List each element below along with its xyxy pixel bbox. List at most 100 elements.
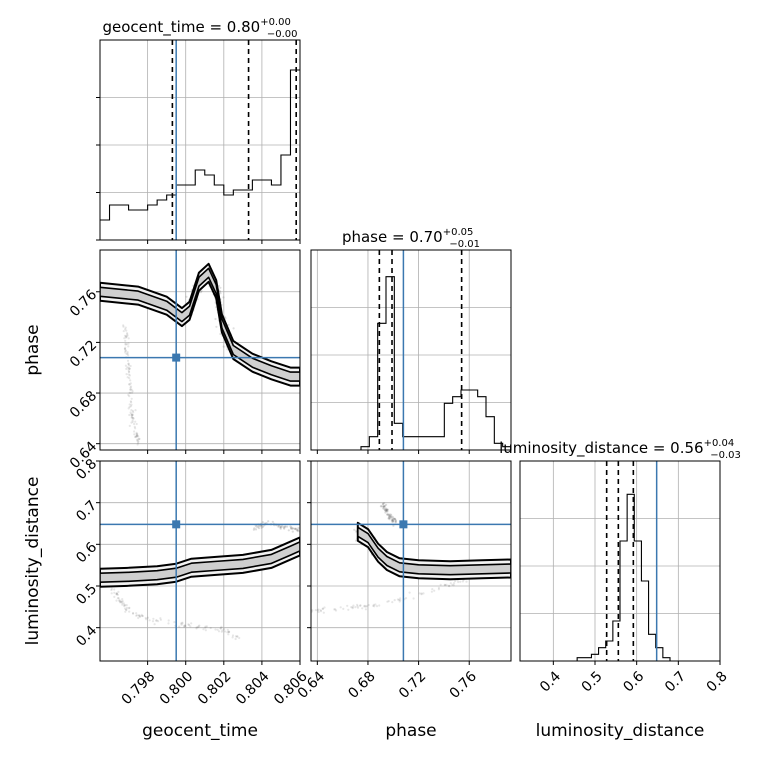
sample-point bbox=[372, 603, 375, 606]
sample-point bbox=[317, 608, 320, 611]
sample-point bbox=[322, 611, 325, 614]
sample-point bbox=[156, 620, 160, 623]
sample-point bbox=[384, 511, 387, 514]
sample-point bbox=[135, 431, 138, 434]
sample-point bbox=[185, 295, 188, 298]
sample-point bbox=[128, 413, 131, 417]
sample-point bbox=[141, 614, 144, 618]
hist-panel-luminosity_distance: 0.4 0.5 0.6 0.7 0.8 bbox=[519, 460, 731, 695]
sample-point bbox=[130, 415, 134, 418]
y-tick-label-1: 0.68 bbox=[67, 388, 100, 421]
sample-point bbox=[383, 505, 386, 508]
sample-point bbox=[129, 388, 132, 391]
hist-bin bbox=[469, 390, 477, 450]
sample-point bbox=[132, 417, 135, 420]
sample-point bbox=[451, 583, 454, 586]
sample-point bbox=[97, 579, 99, 581]
sample-point bbox=[130, 412, 133, 415]
contour-inner bbox=[100, 541, 300, 583]
sample-point bbox=[125, 608, 128, 611]
sample-point bbox=[124, 343, 127, 346]
sample-point bbox=[128, 377, 131, 380]
sample-point bbox=[127, 354, 130, 357]
sample-point bbox=[129, 385, 133, 388]
sample-point bbox=[217, 284, 220, 287]
sample-point bbox=[303, 549, 305, 551]
sample-point bbox=[131, 419, 134, 422]
x-tick-label-0: 0.798 bbox=[119, 668, 159, 708]
sample-point bbox=[443, 583, 446, 587]
sample-point bbox=[128, 395, 131, 398]
sample-point bbox=[136, 434, 139, 437]
sample-point bbox=[123, 604, 126, 607]
sample-point bbox=[115, 592, 118, 595]
sample-point bbox=[281, 525, 284, 528]
sample-point bbox=[386, 513, 389, 516]
sample-point bbox=[128, 391, 131, 394]
hist-bin bbox=[419, 437, 427, 450]
sample-point bbox=[121, 598, 124, 601]
sample-point bbox=[381, 503, 384, 506]
hist-bin bbox=[157, 200, 167, 240]
sample-point bbox=[153, 623, 156, 626]
hist-bin bbox=[620, 541, 627, 661]
sample-point bbox=[124, 349, 128, 352]
sample-point bbox=[136, 443, 139, 446]
sample-point bbox=[297, 527, 300, 530]
sample-point bbox=[128, 610, 131, 613]
sample-point bbox=[452, 584, 455, 587]
sample-point bbox=[133, 433, 136, 436]
sample-point bbox=[300, 376, 302, 378]
hist-bin bbox=[486, 417, 494, 450]
sample-point bbox=[184, 625, 187, 628]
sample-point bbox=[126, 366, 129, 369]
hist-bin bbox=[224, 195, 234, 240]
sample-point bbox=[420, 592, 423, 595]
sample-point bbox=[96, 579, 98, 581]
hist-bin bbox=[591, 654, 598, 661]
sample-point bbox=[321, 607, 325, 610]
sample-point bbox=[389, 513, 392, 516]
sample-point bbox=[404, 597, 408, 600]
sample-point bbox=[125, 352, 128, 355]
y-tick-label-1: 0.5 bbox=[73, 581, 100, 608]
sample-point bbox=[334, 609, 338, 612]
sample-point bbox=[465, 580, 468, 583]
scatter-panel-luminosity_distance_vs_phase: 0.64 0.68 0.72 0.76 bbox=[295, 460, 512, 702]
sample-point bbox=[350, 606, 353, 609]
hist-bin bbox=[262, 180, 272, 240]
sample-point bbox=[447, 584, 451, 587]
sample-point bbox=[279, 525, 282, 528]
sample-point bbox=[209, 626, 212, 630]
sample-point bbox=[122, 602, 125, 605]
x-tick-label-4: 0.8 bbox=[704, 668, 731, 695]
sample-point bbox=[227, 633, 230, 636]
sample-point bbox=[128, 374, 131, 377]
sample-point bbox=[388, 513, 391, 516]
hist-bin bbox=[444, 403, 452, 450]
sample-point bbox=[115, 593, 118, 596]
sample-point bbox=[138, 437, 141, 440]
sample-point bbox=[295, 527, 298, 530]
sample-point bbox=[314, 609, 317, 612]
hist-bin bbox=[453, 397, 461, 450]
sample-point bbox=[148, 619, 151, 622]
sample-point bbox=[363, 604, 366, 607]
sample-point bbox=[128, 403, 131, 406]
sample-point bbox=[342, 607, 345, 611]
sample-point bbox=[396, 598, 399, 601]
sample-point bbox=[204, 629, 207, 632]
sample-point bbox=[135, 614, 138, 617]
sample-point bbox=[387, 600, 390, 603]
sample-point bbox=[122, 330, 125, 333]
sample-point bbox=[127, 342, 130, 345]
hist-bin bbox=[186, 185, 196, 240]
contour-inner bbox=[357, 526, 511, 576]
sample-point bbox=[389, 516, 392, 519]
sample-point bbox=[125, 604, 128, 607]
sample-point bbox=[128, 405, 131, 409]
sample-point bbox=[289, 525, 292, 528]
hist-bars bbox=[100, 40, 300, 240]
sample-point bbox=[124, 607, 127, 610]
sample-point bbox=[214, 628, 217, 631]
